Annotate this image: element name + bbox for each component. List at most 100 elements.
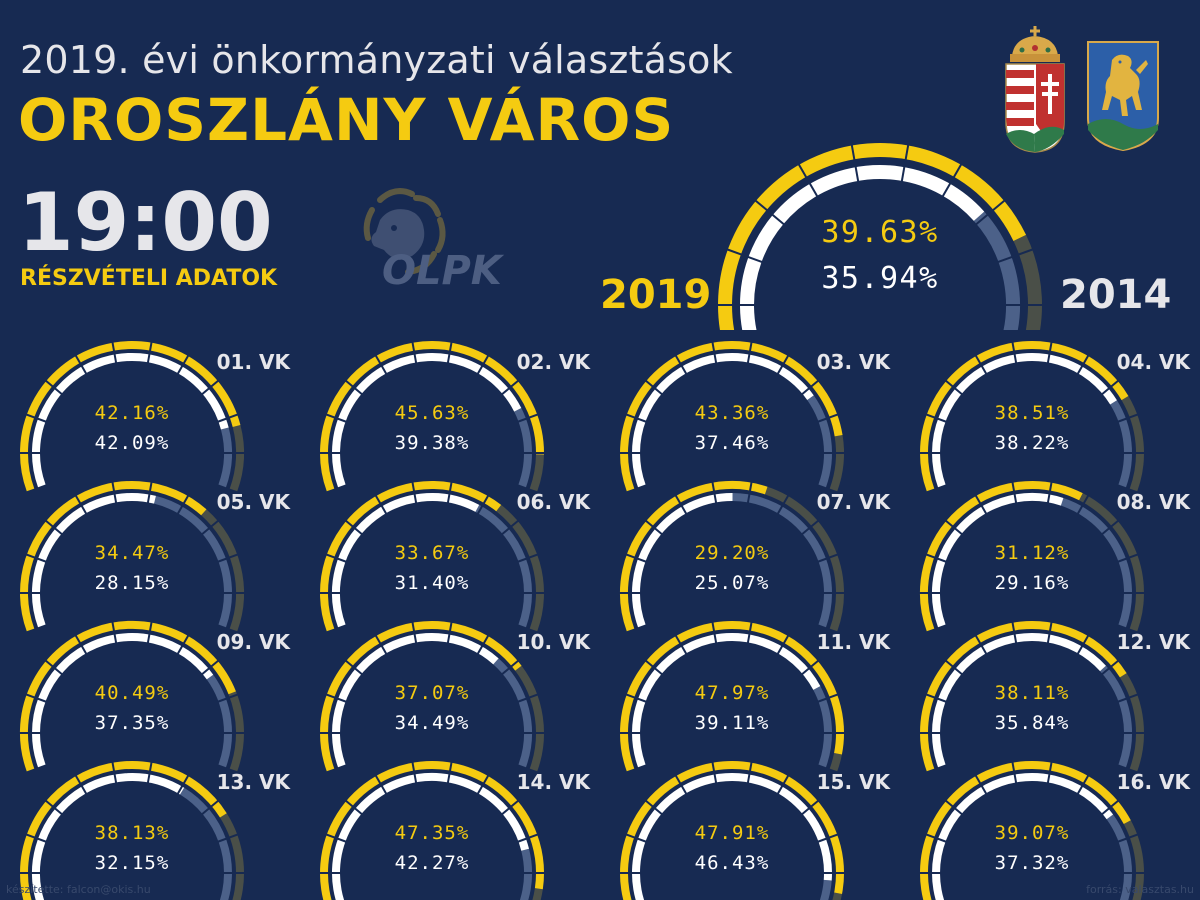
district-previous-arc [932, 353, 1117, 488]
district-previous-track [813, 686, 832, 768]
district-segment-divider [446, 341, 453, 364]
district-segment-divider [1101, 379, 1120, 396]
district-segment-divider [517, 833, 539, 843]
district-previous-arc [932, 633, 1106, 768]
district-segment-divider [776, 494, 790, 515]
district-current-value: 31.12% [995, 542, 1070, 564]
main-turnout-gauge: 39.63% 35.94% 2019 2014 [600, 143, 1171, 330]
district-segment-divider [501, 659, 520, 676]
district-segment-divider [1011, 621, 1018, 644]
district-segment-divider [944, 659, 963, 676]
district-segment-divider [1101, 799, 1120, 816]
district-current-value: 34.47% [95, 542, 170, 564]
district-segment-divider [517, 693, 539, 703]
district-name: 15. VK [817, 770, 892, 794]
district-segment-divider [476, 634, 490, 655]
district-previous-value: 35.84% [995, 712, 1070, 734]
district-segment-divider [501, 379, 520, 396]
district-previous-track [179, 787, 232, 900]
main-segment-divider [726, 248, 763, 264]
district-current-track [1119, 673, 1144, 772]
district-segment-divider [817, 693, 839, 703]
district-segment-divider [1046, 341, 1053, 364]
page-title: OROSZLÁNY VÁROS [18, 86, 675, 154]
district-segment-divider [374, 774, 388, 795]
district-previous-value: 38.22% [995, 432, 1070, 454]
district-current-value: 43.36% [695, 402, 770, 424]
logo-text: OLPK [382, 248, 502, 294]
district-segment-divider [1046, 761, 1053, 784]
district-segment-divider [74, 354, 88, 375]
district-current-value: 38.13% [95, 822, 170, 844]
district-segment-divider [201, 659, 220, 676]
district-current-value: 33.67% [395, 542, 470, 564]
district-segment-divider [476, 774, 490, 795]
district-previous-track [807, 395, 832, 488]
district-segment-divider [146, 481, 153, 504]
district-name: 03. VK [817, 350, 892, 374]
district-previous-arc [932, 493, 1064, 628]
district-segment-divider [674, 634, 688, 655]
district-segment-divider [1011, 481, 1018, 504]
district-segment-divider [1076, 494, 1090, 515]
district-segment-divider [517, 413, 539, 423]
district-segment-divider [1117, 693, 1139, 703]
district-current-track [764, 486, 844, 632]
district-gauge: 11. VK 47.97% 39.11% [619, 621, 891, 772]
district-name: 04. VK [1117, 350, 1192, 374]
main-previous-track [973, 211, 1020, 330]
district-previous-arc [32, 352, 229, 488]
district-gauge: 14. VK 47.35% 42.27% [319, 761, 591, 900]
district-segment-divider [974, 774, 988, 795]
district-segment-divider [74, 634, 88, 655]
district-segment-divider [711, 621, 718, 644]
lion-logo-icon [363, 188, 446, 275]
district-segment-divider [625, 413, 647, 423]
district-segment-divider [44, 799, 63, 816]
district-gauge: 08. VK 31.12% 29.16% [919, 481, 1191, 632]
main-segment-divider [941, 163, 963, 198]
district-current-track [515, 665, 544, 772]
district-segment-divider [217, 833, 239, 843]
district-previous-track [514, 408, 532, 488]
district-segment-divider [44, 379, 63, 396]
district-segment-divider [711, 481, 718, 504]
district-name: 07. VK [817, 490, 892, 514]
district-name: 09. VK [217, 630, 292, 654]
district-segment-divider [674, 774, 688, 795]
district-segment-divider [325, 413, 347, 423]
district-previous-track [819, 879, 832, 900]
district-segment-divider [944, 519, 963, 536]
district-segment-divider [776, 774, 790, 795]
district-segment-divider [625, 553, 647, 563]
footer-source: forrás: valasztas.hu [1086, 883, 1194, 896]
district-segment-divider [746, 481, 753, 504]
district-segment-divider [411, 341, 418, 364]
district-segment-divider [176, 634, 190, 655]
turnout-label: RÉSZVÉTELI ADATOK [20, 266, 278, 291]
district-previous-arc [32, 493, 156, 628]
district-segment-divider [411, 481, 418, 504]
district-previous-arc [332, 353, 522, 488]
main-previous-year: 2014 [1060, 272, 1171, 318]
main-segment-divider [997, 248, 1034, 264]
district-current-arc [19, 620, 236, 772]
district-segment-divider [344, 379, 363, 396]
district-previous-value: 32.15% [95, 852, 170, 874]
footer-credit: készítette: falcon@okis.hu [6, 883, 151, 896]
district-current-arc [620, 621, 844, 772]
district-segment-divider [974, 354, 988, 375]
district-segment-divider [374, 354, 388, 375]
district-gauge: 10. VK 37.07% 34.49% [319, 621, 591, 772]
district-current-value: 42.16% [95, 402, 170, 424]
district-current-arc [620, 761, 844, 900]
district-current-track [1079, 493, 1144, 632]
district-segment-divider [325, 553, 347, 563]
district-segment-divider [501, 519, 520, 536]
district-current-arc [620, 341, 843, 492]
district-segment-divider [25, 413, 47, 423]
district-current-arc [920, 621, 1127, 772]
district-previous-arc [632, 633, 821, 768]
time-display: 19:00 [18, 176, 273, 269]
